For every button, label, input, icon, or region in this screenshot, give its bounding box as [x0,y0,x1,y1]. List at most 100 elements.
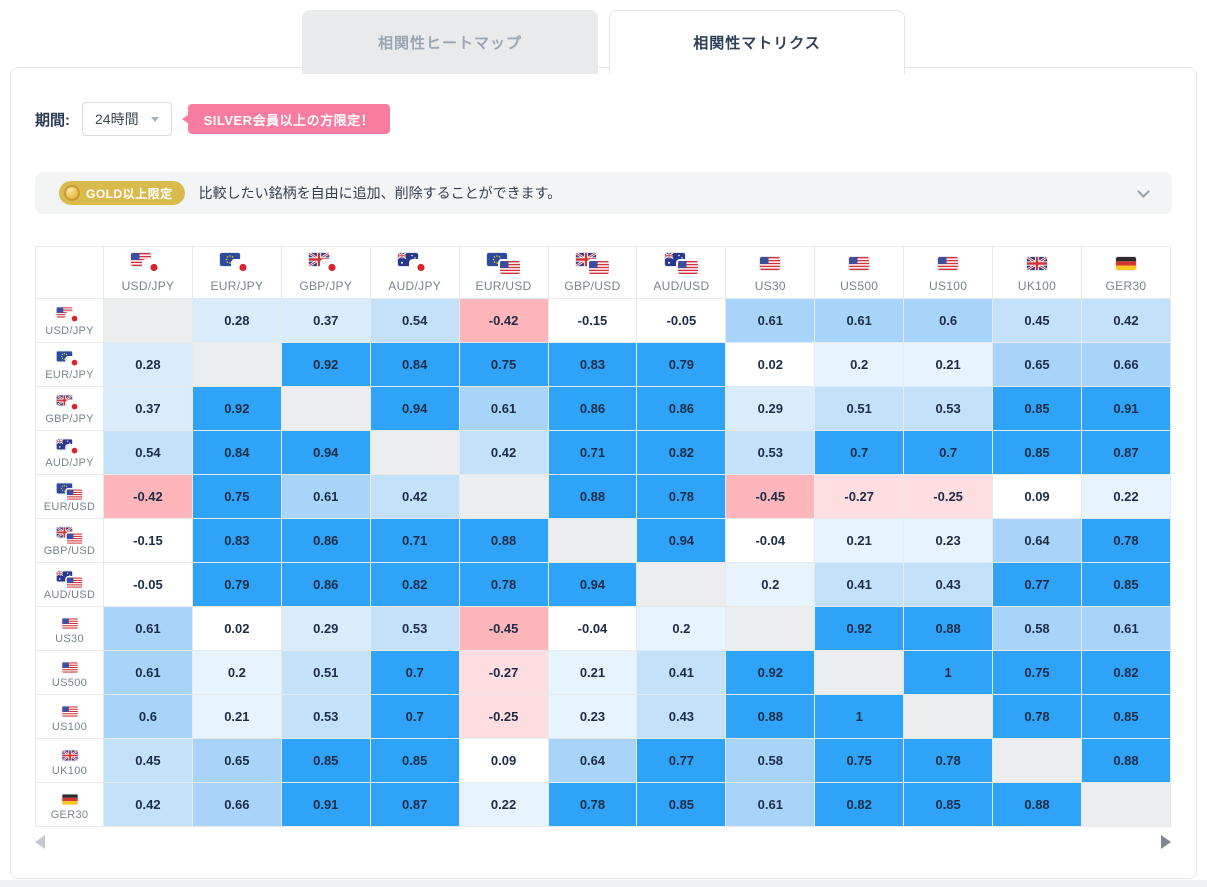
matrix-cell [814,650,905,695]
matrix-cell: 0.61 [1080,606,1172,651]
matrix-cell: 0.29 [280,606,371,651]
matrix-cell: -0.05 [636,298,727,343]
symbol-label: US100 [51,720,88,733]
column-header-USDJPY: USD/JPY [103,246,193,299]
matrix-cell: 0.84 [191,430,282,475]
matrix-cell: 0.65 [992,342,1082,387]
matrix-cell: 0.71 [547,430,638,475]
page-bottom-strip [0,880,1207,887]
matrix-cell [725,606,816,651]
matrix-cell: 1 [814,694,905,739]
matrix-cell: 0.54 [369,298,460,343]
matrix-cell [280,386,371,431]
silver-members-only-badge: SILVER会員以上の方限定！ [187,104,391,134]
row-header-AUDJPY: AUD/JPY [35,430,104,475]
chevron-down-icon[interactable] [1137,184,1150,198]
matrix-cell: 0.22 [1080,474,1172,519]
matrix-cell: 0.64 [547,738,638,783]
matrix-cell: 0.82 [1080,650,1172,695]
matrix-cell: -0.15 [547,298,638,343]
matrix-cell: 0.86 [547,386,638,431]
matrix-cell: 0.21 [547,650,638,695]
us-jp-flag-icon [131,252,165,274]
gold-badge-label: GOLD以上限定 [86,186,173,201]
matrix-cell: 0.78 [458,562,549,607]
matrix-cell: 0.28 [103,342,193,387]
matrix-cell: -0.45 [458,606,549,651]
matrix-cell: 0.85 [280,738,371,783]
matrix-cell: 0.82 [636,430,727,475]
banner-message: 比較したい銘柄を自由に追加、削除することができます。 [198,185,562,201]
us-flag-icon [938,253,959,274]
matrix-cell: 0.75 [992,650,1082,695]
tab-correlation-matrix[interactable]: 相関性マトリクス [609,10,905,74]
matrix-cell: 0.66 [191,782,282,827]
matrix-cell: 0.2 [636,606,727,651]
symbol-label: UK100 [1017,278,1057,293]
matrix-cell: 0.53 [725,430,816,475]
symbol-label: UK100 [51,764,88,777]
matrix-cell: 0.92 [814,606,905,651]
matrix-cell: 0.78 [1080,518,1172,563]
matrix-cell: 0.09 [458,738,549,783]
matrix-cell: 0.54 [103,430,193,475]
matrix-cell: 1 [903,650,994,695]
matrix-cell: 0.75 [191,474,282,519]
gb-jp-flag-icon [309,252,343,274]
matrix-cell: 0.37 [280,298,371,343]
matrix-cell: 0.02 [191,606,282,651]
matrix-row-AUDJPY: AUD/JPY 0.54 0.84 0.94 0.42 0.71 0.82 0.53 0.7 0.… [35,430,1172,475]
matrix-cell: -0.04 [547,606,638,651]
matrix-cell: 0.85 [992,430,1082,475]
matrix-cell: 0.88 [458,518,549,563]
symbol-label: GBP/USD [564,278,621,293]
us-flag-icon [760,253,781,274]
matrix-cell: 0.21 [191,694,282,739]
symbol-label: US500 [840,278,879,293]
matrix-cell: 0.77 [636,738,727,783]
matrix-cell: 0.85 [992,386,1082,431]
matrix-cell: 0.65 [191,738,282,783]
tab-correlation-heatmap-label: 相関性ヒートマップ [377,34,522,52]
gold-coin-icon [64,185,80,201]
column-header-EURUSD: EUR/USD [458,246,549,299]
matrix-cell: 0.86 [636,386,727,431]
period-label: 期間: [35,111,70,129]
row-header-GBPUSD: GBP/USD [35,518,104,563]
symbol-label: GER30 [50,808,89,821]
symbol-label: US500 [51,676,88,689]
column-header-US500: US500 [814,246,905,299]
matrix-cell: 0.58 [725,738,816,783]
scroll-left-arrow-icon[interactable] [35,835,45,849]
matrix-cell: 0.92 [280,342,371,387]
matrix-cell: 0.41 [636,650,727,695]
column-header-AUDUSD: AUD/USD [636,246,727,299]
matrix-cell: 0.82 [814,782,905,827]
us-flag-icon [61,659,78,675]
matrix-cell: 0.45 [992,298,1082,343]
matrix-cell: 0.53 [369,606,460,651]
row-header-GER30: GER30 [35,782,104,827]
matrix-cell: 0.28 [191,298,282,343]
matrix-cell: 0.61 [458,386,549,431]
us-jp-flag-icon [56,306,83,324]
tab-correlation-heatmap[interactable]: 相関性ヒートマップ [302,10,598,74]
period-dropdown[interactable]: 24時間 [82,102,172,136]
matrix-cell: 0.22 [458,782,549,827]
matrix-cell: 0.88 [725,694,816,739]
row-header-EURJPY: EUR/JPY [35,342,104,387]
matrix-cell: 0.7 [369,694,460,739]
matrix-cell: 0.61 [280,474,371,519]
gb-jp-flag-icon [56,394,83,412]
matrix-cell [369,430,460,475]
matrix-cell: 0.87 [1080,430,1172,475]
matrix-row-GBPJPY: GBP/JPY 0.37 0.92 0.94 0.61 0.86 0.86 0.29 0.51 0… [35,386,1172,431]
matrix-cell: 0.64 [992,518,1082,563]
scroll-right-arrow-icon[interactable] [1161,835,1171,849]
matrix-cell: 0.53 [280,694,371,739]
matrix-cell: -0.45 [725,474,816,519]
matrix-cell: 0.85 [1080,562,1172,607]
matrix-cell: 0.42 [103,782,193,827]
symbol-label: EUR/USD [475,278,532,293]
matrix-cell: 0.86 [280,518,371,563]
